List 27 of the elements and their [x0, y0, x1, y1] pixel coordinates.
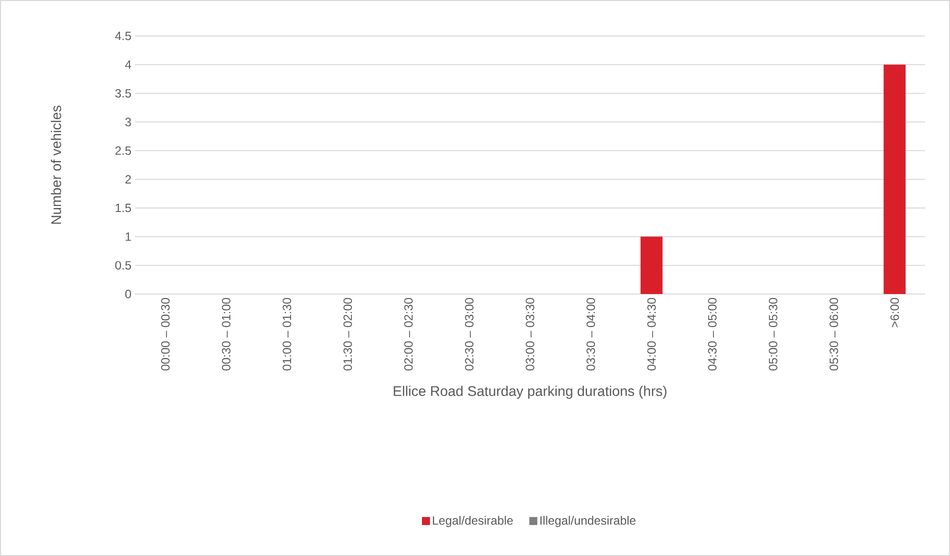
x-tick-label: 05:30 – 06:00	[830, 298, 838, 370]
y-tick-label: 0	[125, 290, 132, 298]
x-tick-label: 02:00 – 02:30	[404, 298, 413, 370]
x-tick-label: 00:00 – 00:30	[161, 298, 170, 370]
y-tick-label: 1	[126, 232, 131, 241]
x-tick-label: 03:30 – 04:00	[586, 298, 596, 370]
y-tick-label: 2	[125, 175, 131, 184]
y-tick-label: 4	[125, 60, 132, 69]
x-tick-label: 03:00 – 03:30	[526, 298, 534, 370]
y-tick-label: 4.5	[115, 32, 131, 40]
x-tick-label: 01:30 – 02:00	[343, 298, 352, 370]
y-tick-label: 1.5	[116, 204, 131, 212]
x-tick-label: 00:30 – 01:00	[222, 298, 230, 370]
legend-label: Illegal/undesirable	[540, 516, 636, 528]
x-axis-title: Ellice Road Saturday parking durations (hrs)	[394, 386, 666, 399]
legend-label: Legal/desirable	[432, 516, 513, 528]
y-tick-label: 3.5	[115, 89, 131, 98]
x-tick-label: 01:00 – 01:30	[282, 298, 292, 370]
y-tick-label: 0.5	[115, 261, 131, 270]
x-tick-label: 02:30 – 03:00	[464, 298, 474, 370]
x-tick-label: >6:00	[890, 298, 899, 328]
x-tick-label: 04:30 – 05:00	[708, 298, 717, 370]
y-tick-label: 3	[125, 118, 131, 126]
x-tick-label: 04:00 – 04:30	[647, 298, 656, 370]
x-tick-label: 05:00 – 05:30	[768, 298, 778, 370]
y-tick-label: 2.5	[115, 146, 131, 155]
y-axis-title: Number of vehicles	[50, 106, 62, 224]
